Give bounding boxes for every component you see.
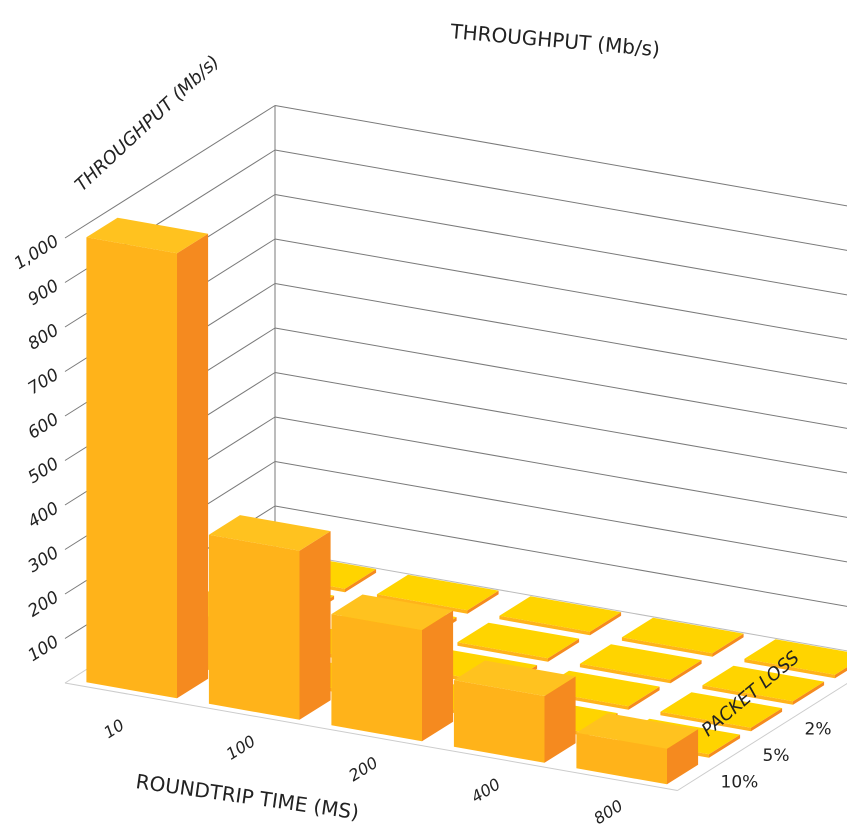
- bar-front-face: [744, 658, 835, 679]
- bar-top-face: [453, 660, 576, 696]
- back-wall-gridline: [274, 505, 847, 607]
- bar-side-face: [712, 633, 744, 657]
- back-wall-gridline: [274, 461, 847, 563]
- bar-side-face: [628, 686, 660, 710]
- bar-800ms-2%: [660, 692, 783, 732]
- y-tick-label: 5%: [763, 746, 790, 766]
- bar-side-face: [467, 590, 499, 614]
- x-axis-label: ROUNDTRIP TIME (MS): [134, 769, 360, 824]
- left-z-tick-label: 800: [25, 320, 63, 354]
- left-wall-gridline: [64, 105, 276, 239]
- x-tick-label: 10: [100, 715, 127, 742]
- bar-top-face: [744, 639, 847, 675]
- back-wall-gridline: [274, 416, 847, 518]
- y-tick-label: 2%: [805, 719, 832, 739]
- bar-front-face: [86, 237, 177, 699]
- back-wall-gridline: [274, 194, 847, 296]
- bar-side-face: [590, 612, 622, 636]
- bars-layer: [86, 217, 847, 785]
- x-tick-label: 200: [345, 753, 381, 785]
- bar-side-face: [345, 569, 377, 593]
- bar-top-face: [579, 644, 702, 680]
- bar-front-face: [499, 615, 590, 636]
- bar-side-face: [670, 660, 702, 684]
- bar-top-face: [499, 596, 622, 632]
- bar-side-face: [299, 531, 331, 720]
- bar-front-face: [702, 685, 793, 705]
- left-z-tick-label: 900: [25, 276, 63, 310]
- x-tick-label: 400: [468, 774, 504, 806]
- bar-800ms-10%: [576, 713, 699, 785]
- chart-title: THROUGHPUT (Mb/s): [449, 19, 661, 61]
- bar-top-face: [376, 574, 499, 611]
- y-tick-label: 10%: [721, 772, 759, 792]
- side-axis-title: THROUGHPUT (Mb/s): [71, 51, 224, 195]
- bar-side-face: [548, 638, 580, 662]
- bar-side-face: [835, 667, 847, 679]
- bar-400ms-1%: [579, 644, 702, 684]
- bar-800ms-.1%: [744, 639, 847, 679]
- back-wall-gridline: [274, 283, 847, 385]
- bar-front-face: [576, 732, 667, 785]
- bar-front-face: [457, 642, 548, 662]
- bar-100ms-.1%: [376, 574, 499, 614]
- bar-800ms-1%: [702, 665, 825, 705]
- bar-top-face: [621, 617, 744, 654]
- bar-front-face: [376, 594, 468, 614]
- bar-200ms-.1%: [499, 596, 622, 636]
- back-wall-gridline: [274, 327, 847, 429]
- bar-top-face: [331, 594, 454, 630]
- left-z-tick-label: 400: [25, 498, 63, 532]
- back-wall-gridline: [274, 372, 847, 474]
- left-z-tick-label: 200: [25, 587, 63, 621]
- bar-side-face: [422, 610, 454, 742]
- bar-side-face: [709, 734, 741, 758]
- left-z-tick-label: 600: [25, 409, 63, 443]
- back-wall-gridline: [274, 238, 847, 340]
- bar-400ms-.1%: [621, 617, 744, 657]
- bar-200ms-1%: [457, 622, 580, 662]
- bar-front-face: [208, 534, 300, 720]
- bar-top-face: [702, 665, 825, 702]
- x-tick-label: 800: [590, 796, 626, 828]
- floor-front-edge: [64, 682, 678, 791]
- bar-400ms-10%: [453, 660, 576, 763]
- bar-top-face: [660, 692, 783, 728]
- x-tick-label: 100: [223, 731, 259, 763]
- back-wall-gridline: [274, 105, 847, 207]
- bar-front-face: [331, 614, 422, 742]
- bar-side-face: [751, 708, 783, 732]
- bar-front-face: [660, 711, 751, 732]
- back-wall-gridline: [274, 149, 847, 251]
- floor-back-edge: [274, 550, 847, 652]
- left-z-tick-label: 100: [25, 632, 63, 666]
- floor-right-edge: [677, 682, 847, 791]
- left-z-tick-label: 1,000: [11, 231, 63, 274]
- bar-100ms-10%: [208, 515, 331, 720]
- bar-side-face: [793, 681, 825, 705]
- bar-top-face: [457, 622, 580, 659]
- left-z-tick-label: 700: [25, 365, 63, 399]
- bar-front-face: [453, 680, 545, 763]
- bar-front-face: [579, 663, 671, 684]
- bar-top-face: [576, 713, 699, 749]
- bar-side-face: [177, 233, 209, 699]
- bar-200ms-10%: [331, 594, 454, 742]
- bar-front-face: [621, 637, 713, 657]
- bar-10ms-10%: [86, 217, 209, 699]
- bar-top-face: [208, 515, 331, 551]
- bar-top-face: [86, 217, 209, 254]
- left-z-tick-label: 300: [25, 543, 63, 577]
- bar-side-face: [667, 729, 699, 785]
- bar-side-face: [544, 676, 576, 763]
- left-z-tick-label: 500: [25, 454, 63, 488]
